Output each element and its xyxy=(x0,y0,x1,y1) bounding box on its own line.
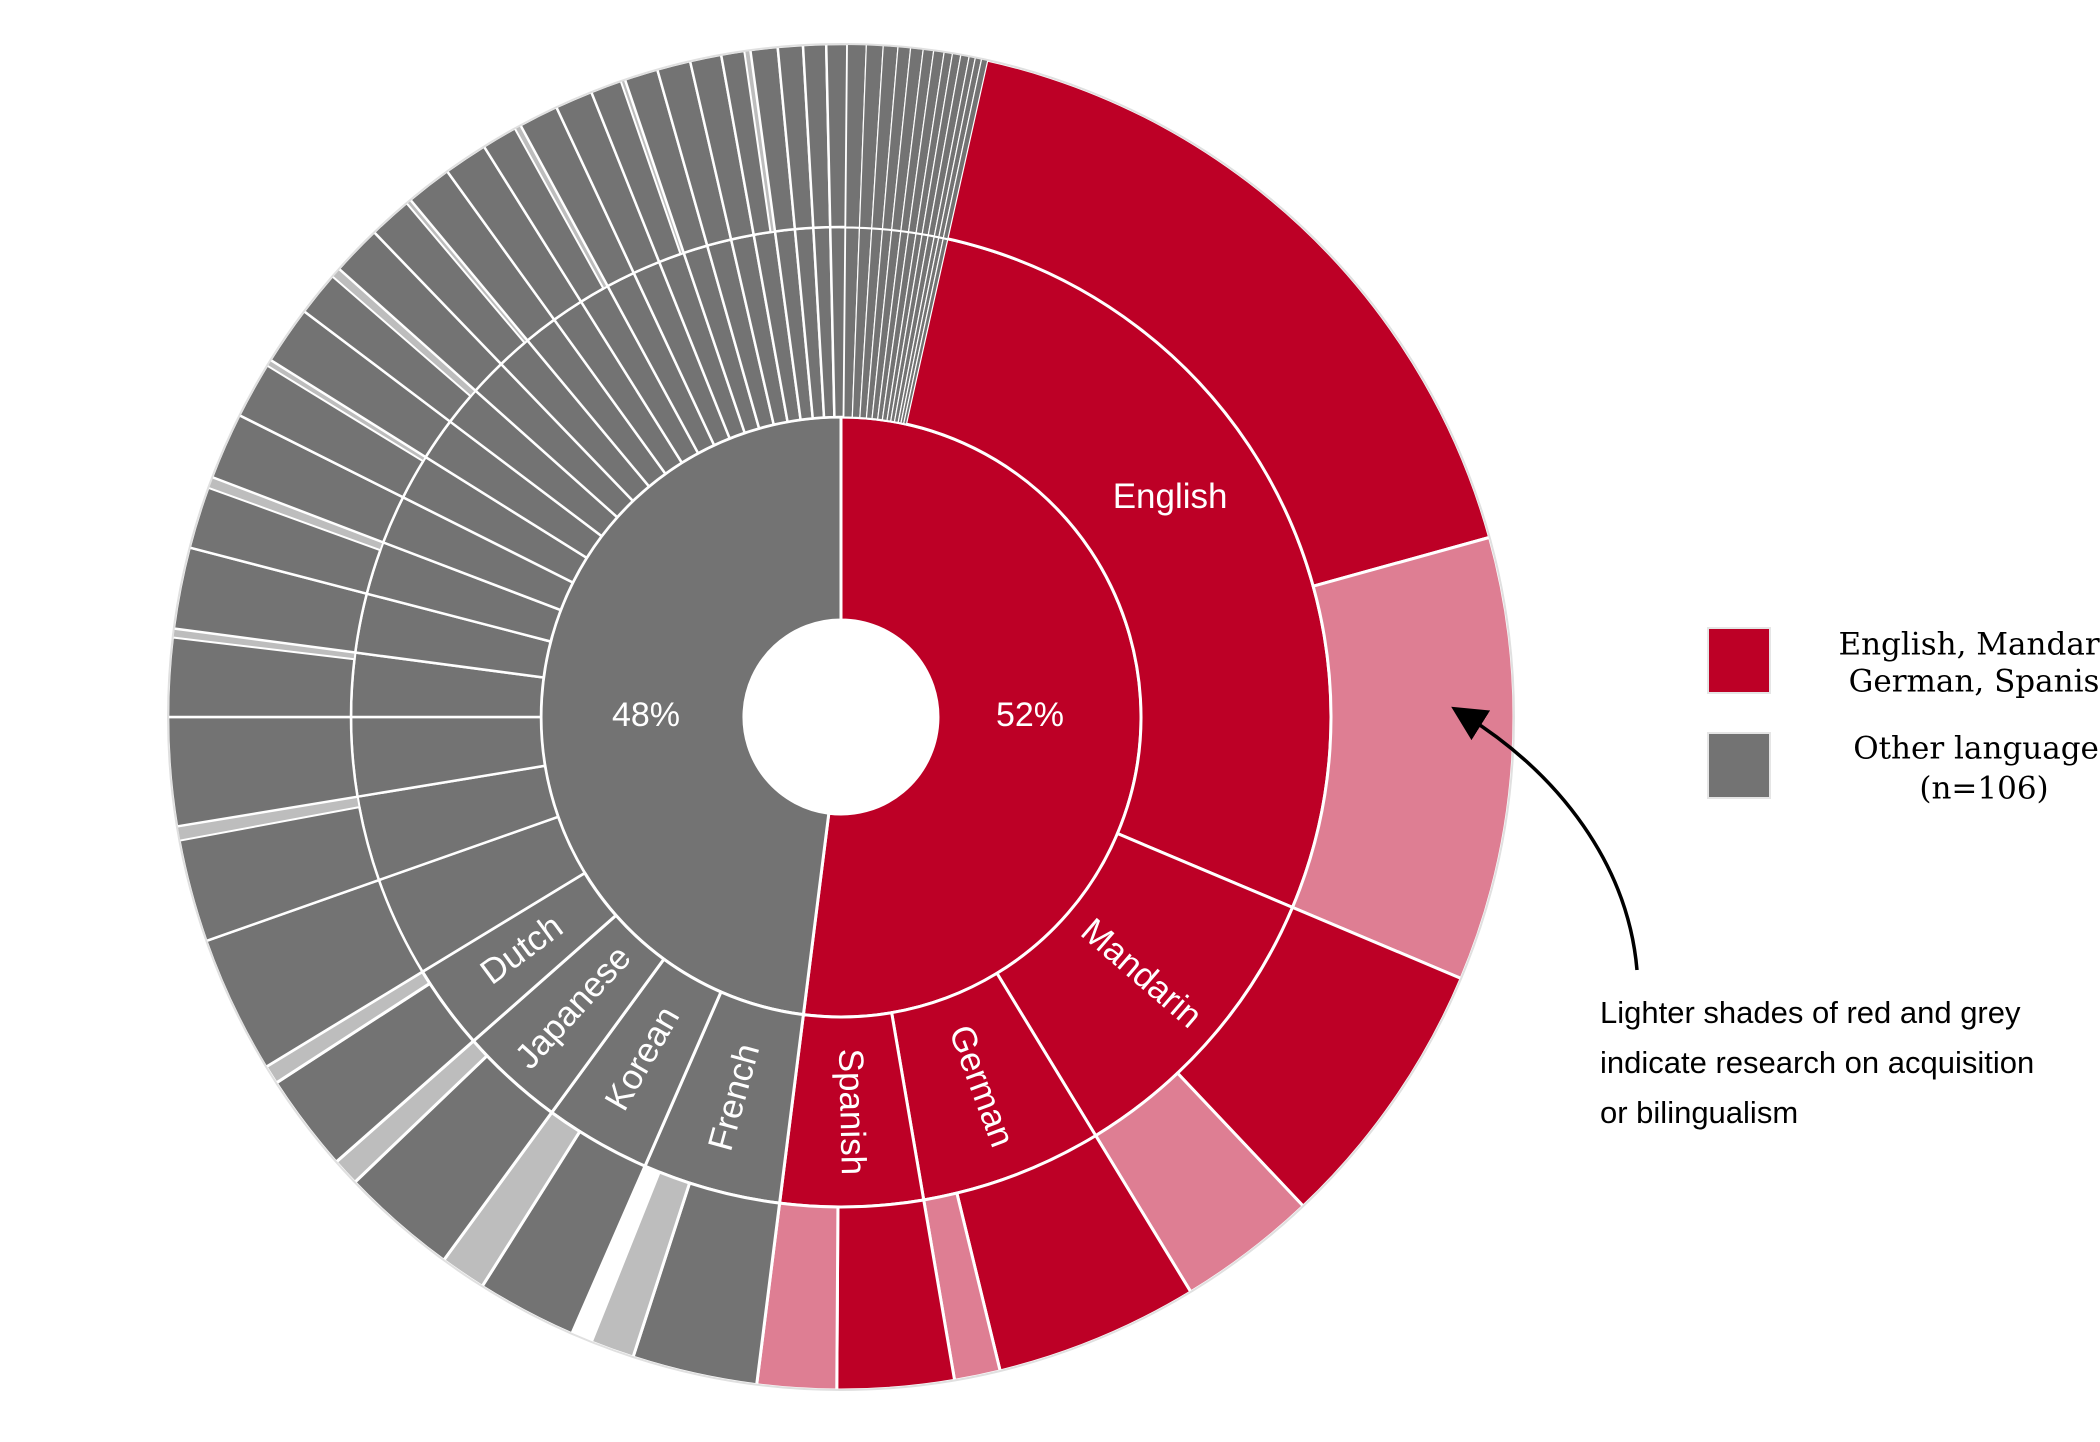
annotation-arrow xyxy=(1451,706,1639,971)
outer-border xyxy=(167,43,1515,1391)
middle-ring xyxy=(349,225,1333,1209)
annotation-line-2: indicate research on acquisition xyxy=(1600,1045,2034,1080)
legend-swatch-other xyxy=(1707,732,1771,799)
outer-ring xyxy=(166,42,1516,1392)
legend-label-other-line1: Other languages xyxy=(1853,731,2100,767)
annotation-line-1: Lighter shades of red and grey xyxy=(1600,995,2021,1030)
annotation-line-3: or bilingualism xyxy=(1600,1095,1798,1130)
language-label-english: English xyxy=(1113,477,1228,516)
annotation: Lighter shades of red and grey indicate … xyxy=(1451,706,2034,1130)
group-label-major: 52% xyxy=(996,696,1064,734)
legend-label-major-line2: German, Spanish xyxy=(1849,664,2100,700)
legend: English, Mandarin German, Spanish Other … xyxy=(1707,627,2100,807)
language-label-spanish: Spanish xyxy=(831,1048,873,1175)
group-label-other: 48% xyxy=(612,696,680,734)
legend-label-major-line1: English, Mandarin xyxy=(1838,627,2100,663)
wedge-other-language-core xyxy=(824,42,849,229)
legend-label-other-line2: (n=106) xyxy=(1919,771,2048,807)
inner-ring xyxy=(539,415,1143,1019)
wedge-other-language xyxy=(828,225,847,419)
legend-swatch-major xyxy=(1707,627,1771,694)
